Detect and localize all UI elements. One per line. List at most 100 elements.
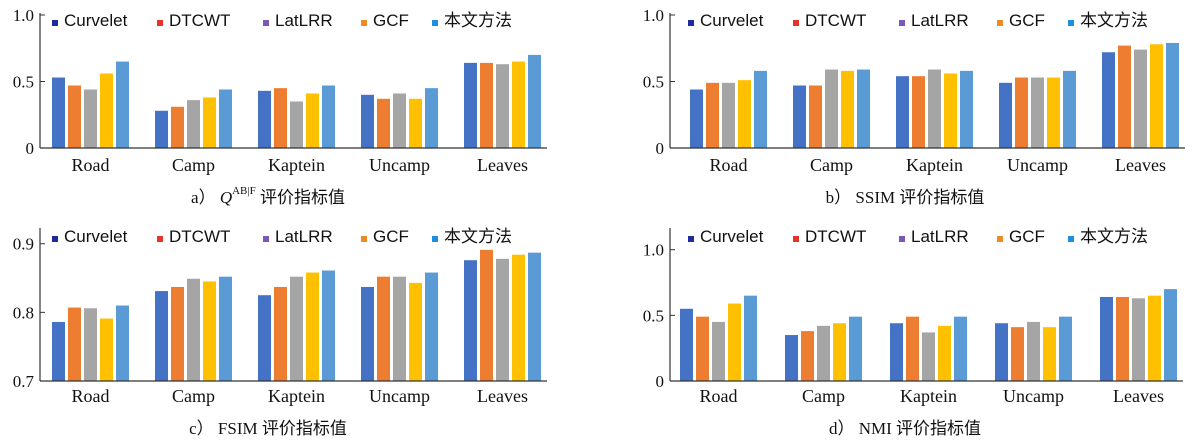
bar-d-s2-c4: [1132, 298, 1145, 381]
bar-c-s4-c4: [528, 252, 541, 381]
bar-b-s3-c2: [944, 73, 957, 148]
y-tick-label: 1.0: [643, 241, 664, 260]
caption-metric: NMI: [859, 419, 892, 438]
bar-c-s1-c3: [377, 276, 390, 381]
legend-label: LatLRR: [911, 227, 969, 246]
legend-label: DTCWT: [169, 11, 230, 30]
legend-label: GCF: [1009, 11, 1045, 30]
bar-a-s4-c2: [322, 85, 335, 148]
bar-a-s4-c1: [219, 89, 232, 148]
bar-c-s3-c2: [306, 272, 319, 381]
bar-b-s1-c3: [1015, 77, 1028, 148]
panel-caption: b） SSIM 评价指标值: [826, 188, 985, 207]
bar-a-s0-c1: [155, 110, 168, 148]
bar-d-s4-c3: [1059, 316, 1072, 381]
legend-label: GCF: [373, 11, 409, 30]
panel-caption: c） FSIM 评价指标值: [189, 419, 347, 438]
caption-prefix: a）: [191, 188, 220, 207]
y-tick-label: 0.5: [643, 306, 664, 325]
y-tick-label: 1.0: [643, 6, 664, 25]
y-tick-label: 0.5: [643, 73, 664, 92]
legend-label: LatLRR: [911, 11, 969, 30]
bar-c-s2-c1: [187, 278, 200, 381]
category-label: Kaptein: [900, 386, 957, 406]
bar-c-s2-c0: [84, 308, 97, 381]
chart-panel-b: 0 0.5 1.0 Road Camp Kaptein Uncamp Leaves Curvel…: [643, 6, 1185, 207]
category-label: Uncamp: [1003, 386, 1064, 406]
bar-c-s4-c2: [322, 270, 335, 381]
legend: Curvelet DTCWT LatLRR GCF 本文方法: [52, 11, 512, 30]
bar-a-s3-c3: [409, 98, 422, 148]
category-label: Road: [710, 155, 748, 175]
legend-label: DTCWT: [169, 227, 230, 246]
bar-d-s3-c1: [833, 323, 846, 381]
bar-c-s4-c1: [219, 276, 232, 381]
bar-a-s1-c1: [171, 106, 184, 148]
bar-a-s3-c4: [512, 61, 525, 148]
bar-b-s1-c1: [809, 85, 822, 148]
caption-suffix: 评价指标值: [256, 188, 345, 207]
bar-d-s3-c0: [728, 303, 741, 381]
legend-label: DTCWT: [805, 227, 866, 246]
bar-a-s2-c3: [393, 93, 406, 148]
legend-label: DTCWT: [805, 11, 866, 30]
category-label: Road: [700, 386, 738, 406]
bar-d-s0-c4: [1100, 296, 1113, 381]
bar-c-s1-c0: [68, 307, 81, 381]
bar-d-s0-c2: [890, 323, 903, 381]
legend: Curvelet DTCWT LatLRR GCF 本文方法: [688, 11, 1148, 30]
bar-a-s4-c3: [425, 88, 438, 148]
bar-d-s0-c3: [995, 323, 1008, 381]
legend-marker: [899, 236, 905, 242]
category-label: Leaves: [477, 155, 528, 175]
chart-panel-c: 0.7 0.8 0.9 Road Camp Kaptein Uncamp Leaves Curv…: [13, 227, 547, 438]
bar-d-s2-c0: [712, 321, 725, 381]
panel-caption: a） QAB|F 评价指标值: [191, 185, 345, 207]
legend: Curvelet DTCWT LatLRR GCF 本文方法: [688, 227, 1148, 246]
bar-b-s2-c2: [928, 69, 941, 148]
bar-c-s1-c4: [480, 249, 493, 381]
legend-label: Curvelet: [64, 227, 128, 246]
legend-marker: [263, 20, 269, 26]
bar-b-s3-c3: [1047, 77, 1060, 148]
legend-marker: [361, 236, 367, 242]
bar-d-s1-c3: [1011, 327, 1024, 381]
caption-prefix: d）: [829, 419, 859, 438]
legend-marker: [997, 236, 1003, 242]
legend-marker: [52, 20, 58, 26]
bar-b-s4-c1: [857, 69, 870, 148]
bar-b-s4-c2: [960, 70, 973, 148]
bar-c-s2-c3: [393, 276, 406, 381]
bar-a-s1-c4: [480, 62, 493, 148]
category-label: Leaves: [1113, 386, 1164, 406]
bar-c-s3-c3: [409, 282, 422, 381]
bar-c-s0-c1: [155, 291, 168, 381]
bar-a-s4-c4: [528, 54, 541, 148]
legend-label: GCF: [1009, 227, 1045, 246]
y-tick-label: 0: [26, 139, 35, 158]
bar-a-s2-c4: [496, 64, 509, 148]
bar-a-s0-c3: [361, 94, 374, 148]
bar-d-s1-c0: [696, 316, 709, 381]
bar-a-s3-c2: [306, 93, 319, 148]
legend-label: LatLRR: [275, 227, 333, 246]
bar-a-s2-c2: [290, 101, 303, 148]
bar-a-s1-c2: [274, 88, 287, 148]
bar-b-s1-c2: [912, 76, 925, 148]
category-label: Leaves: [1115, 155, 1166, 175]
y-tick-label: 0: [656, 139, 665, 158]
bar-b-s2-c4: [1134, 49, 1147, 148]
legend-marker: [157, 236, 163, 242]
y-tick-label: 1.0: [13, 6, 34, 25]
bar-c-s4-c3: [425, 272, 438, 381]
legend-marker: [361, 20, 367, 26]
legend-marker: [432, 236, 438, 242]
legend-label: 本文方法: [444, 11, 512, 30]
category-label: Road: [72, 386, 110, 406]
category-label: Camp: [802, 386, 845, 406]
bar-d-s1-c4: [1116, 296, 1129, 381]
bar-b-s3-c4: [1150, 44, 1163, 149]
chart-panel-a: 0 0.5 1.0 Road Camp Kaptein Uncamp Leaves Curvel…: [13, 6, 547, 207]
legend-label: Curvelet: [64, 11, 128, 30]
